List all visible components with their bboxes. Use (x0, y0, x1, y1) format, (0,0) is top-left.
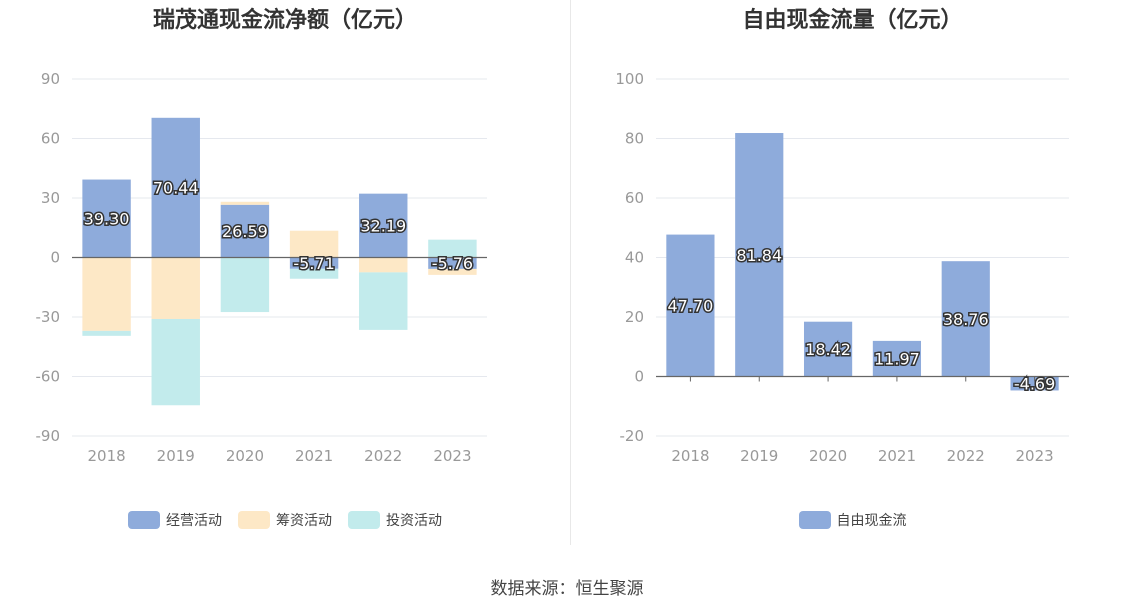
x-tick-label: 2019 (740, 447, 778, 465)
y-tick-label: -20 (620, 427, 645, 445)
y-tick-label: 100 (615, 70, 644, 88)
x-tick-label: 2020 (809, 447, 847, 465)
y-tick-label: -90 (36, 427, 61, 445)
legend-item-free-cashflow[interactable]: 自由现金流 (798, 510, 907, 530)
bar-2-2023 (428, 239, 477, 258)
legend-swatch-investing (348, 511, 380, 529)
bar-0-2023 (428, 257, 477, 269)
x-tick-label: 2023 (1015, 447, 1053, 465)
bar-0-2018 (82, 179, 131, 258)
y-tick-label: -30 (36, 308, 61, 326)
legend-label-financing: 筹资活动 (276, 513, 332, 529)
legend-label-operating: 经营活动 (166, 513, 222, 529)
data-label: -5.71 (293, 254, 334, 273)
legend-swatch-financing (238, 511, 270, 529)
x-tick-label: 2020 (226, 447, 264, 465)
chart-title-free-cashflow: 自由现金流量（亿元） (742, 8, 963, 33)
bar-0-2020 (220, 204, 270, 258)
bar-1-2023 (428, 268, 477, 275)
legend-item-investing[interactable]: 投资活动 (348, 510, 442, 530)
legend-item-financing[interactable]: 筹资活动 (238, 510, 332, 530)
y-tick-label: 0 (634, 368, 644, 386)
bar-1-2019 (151, 257, 200, 319)
legend-net-cashflow: 经营活动 筹资活动 投资活动 (0, 510, 570, 530)
legend-free-cashflow: 自由现金流 (571, 510, 1134, 530)
bar-2-2018 (82, 330, 131, 336)
x-tick-label: 2018 (671, 447, 709, 465)
x-tick-label: 2021 (295, 447, 333, 465)
data-label: 81.84 (736, 246, 782, 265)
bar-0-2022 (941, 261, 990, 377)
y-tick-label: 60 (625, 189, 644, 207)
x-tick-label: 2021 (878, 447, 916, 465)
data-label: 47.70 (668, 297, 714, 316)
x-tick-label: 2018 (87, 447, 125, 465)
free-cashflow-panel: 自由现金流量（亿元） 100 80 60 40 20 0 -20 2018 2019 2020 20… (571, 0, 1134, 560)
panel-divider (570, 0, 571, 545)
legend-label-free-cashflow: 自由现金流 (836, 513, 907, 529)
data-label: 38.76 (943, 310, 989, 329)
data-label: 39.30 (84, 210, 130, 229)
bar-0-2018 (666, 234, 715, 377)
legend-swatch-free-cashflow (798, 511, 831, 529)
net-cashflow-chart: 90 60 30 0 -30 -60 -90 2018 2019 2020 2021 2022 2023… (36, 70, 487, 465)
data-label: -5.76 (432, 254, 473, 273)
bar-0-2020 (803, 321, 853, 377)
y-tick-label: 60 (41, 130, 60, 148)
bar-2-2020 (220, 257, 270, 313)
x-tick-label: 2022 (364, 447, 402, 465)
legend-swatch-operating (128, 511, 160, 529)
bar-0-2023 (1010, 376, 1059, 391)
x-tick-label: 2019 (157, 447, 195, 465)
y-tick-label: 30 (41, 189, 60, 207)
data-label: -4.69 (1014, 374, 1055, 393)
bar-1-2022 (359, 257, 408, 273)
bar-1-2018 (82, 257, 131, 331)
bar-0-2021 (289, 257, 339, 269)
x-tick-label: 2022 (947, 447, 985, 465)
bar-0-2019 (151, 117, 200, 258)
bar-0-2021 (872, 340, 922, 377)
data-label: 26.59 (222, 222, 268, 241)
y-tick-label: 80 (625, 130, 644, 148)
y-tick-label: 20 (625, 308, 644, 326)
y-tick-label: -60 (36, 368, 61, 386)
y-tick-label: 0 (50, 249, 60, 267)
bar-2-2019 (151, 318, 200, 406)
y-tick-label: 90 (41, 70, 60, 88)
data-label: 11.97 (874, 350, 920, 369)
legend-label-investing: 投资活动 (386, 513, 442, 529)
bar-1-2021 (289, 230, 339, 258)
bar-2-2021 (289, 268, 339, 279)
chart-title-net-cashflow: 瑞茂通现金流净额（亿元） (152, 8, 417, 33)
data-label: 32.19 (360, 217, 406, 236)
net-cashflow-panel: 瑞茂通现金流净额（亿元） 90 60 30 0 -30 -60 -90 2018 2019 202… (0, 0, 570, 560)
data-label: 70.44 (153, 179, 199, 198)
data-label: 18.42 (805, 340, 851, 359)
free-cashflow-chart: 100 80 60 40 20 0 -20 2018 2019 2020 2021 2022 2023 4… (615, 70, 1069, 465)
x-tick-label: 2023 (433, 447, 471, 465)
bar-1-2020 (220, 201, 270, 205)
legend-item-operating[interactable]: 经营活动 (128, 510, 222, 530)
bar-2-2022 (359, 272, 408, 330)
y-tick-label: 40 (625, 249, 644, 267)
data-source-note: 数据来源：恒生聚源 (490, 579, 644, 599)
bar-0-2022 (359, 193, 408, 258)
bar-0-2019 (735, 133, 784, 377)
